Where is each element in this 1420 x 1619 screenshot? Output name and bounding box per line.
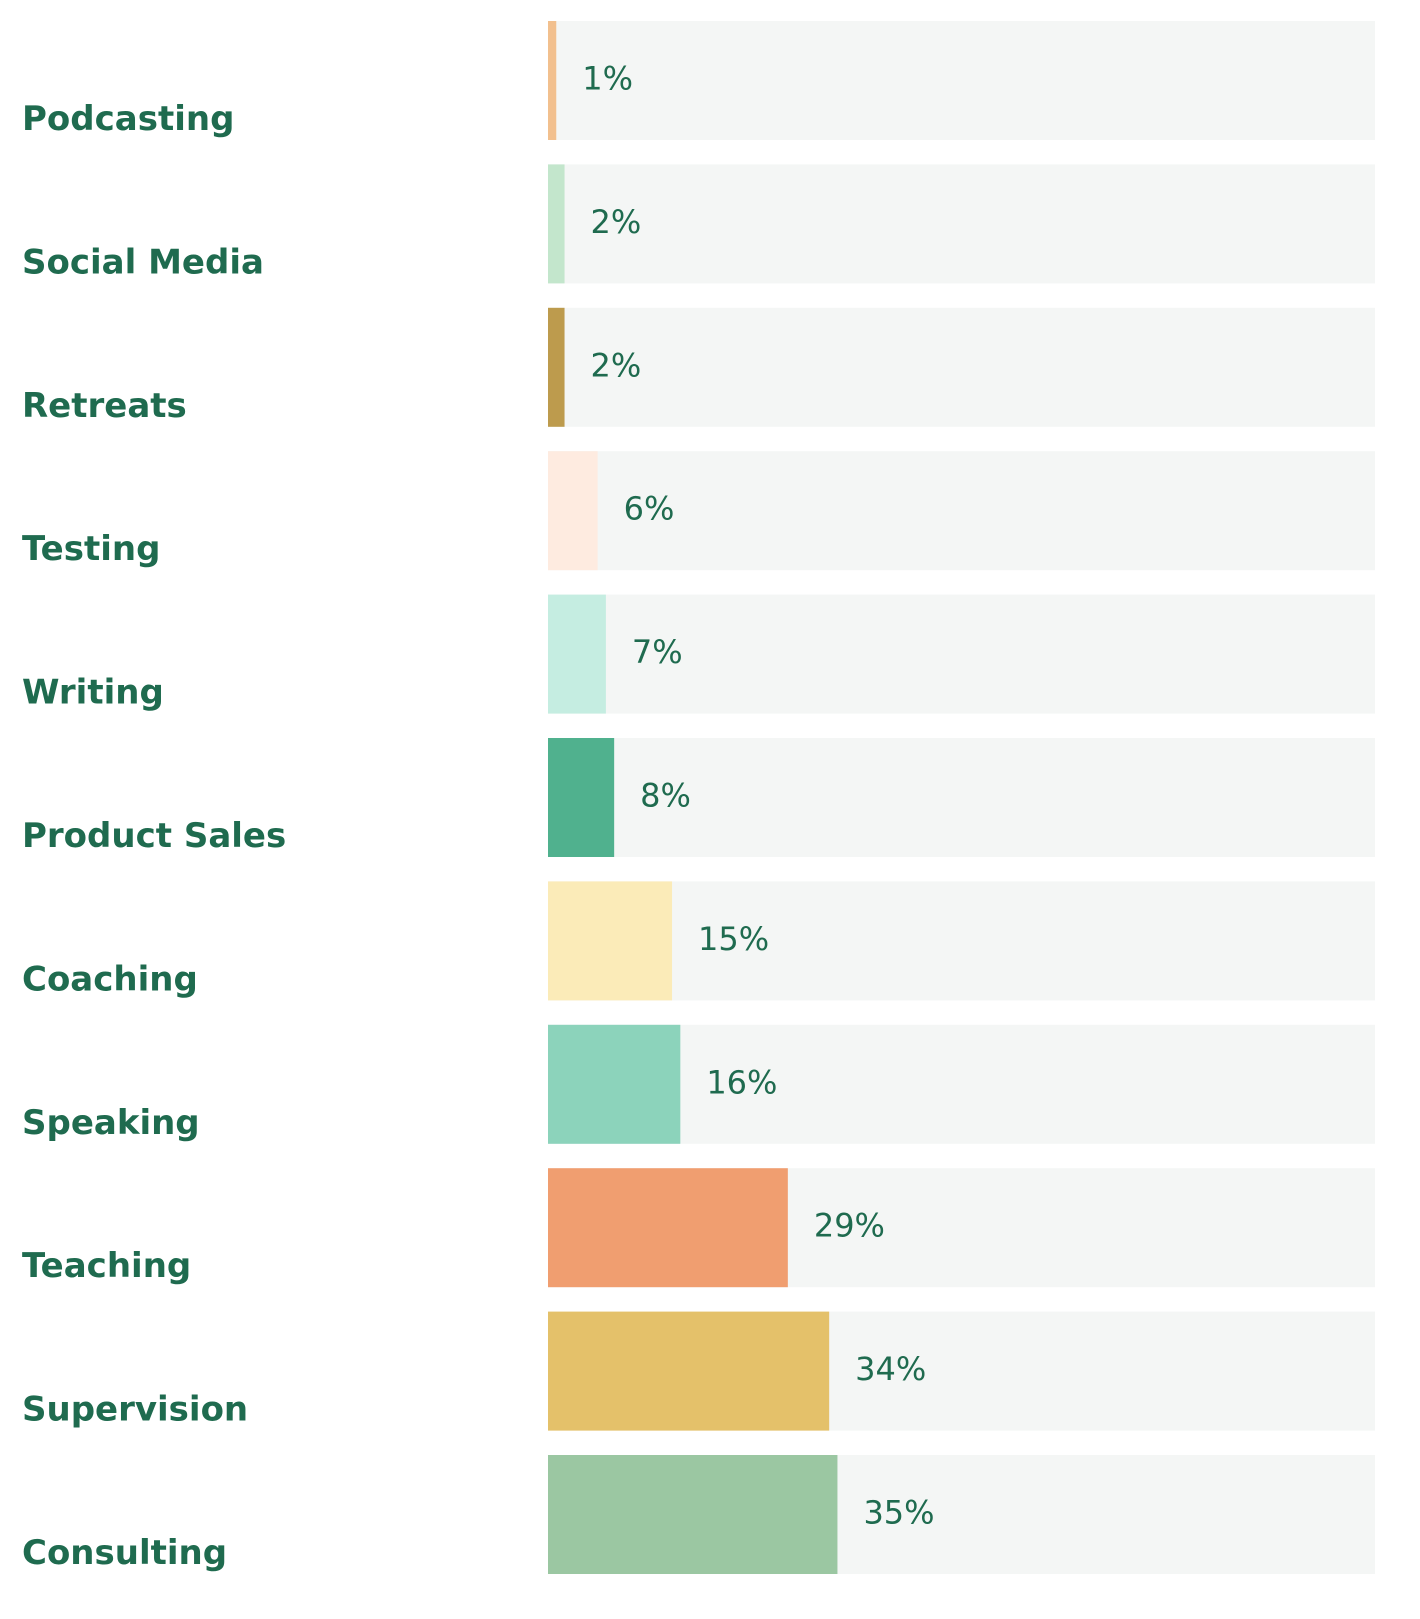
bar-track [548, 738, 1375, 857]
category-label: Social Media [22, 242, 264, 282]
bar [548, 1455, 838, 1574]
value-label: 34% [855, 1350, 926, 1388]
category-label: Coaching [22, 959, 198, 999]
bar [548, 21, 557, 140]
category-label: Teaching [22, 1246, 191, 1286]
category-label: Podcasting [22, 99, 234, 139]
bar-track [548, 881, 1375, 1001]
value-label: 16% [706, 1063, 777, 1101]
category-label: Supervision [22, 1390, 248, 1430]
value-label: 6% [624, 490, 675, 528]
bar [548, 738, 615, 857]
category-label: Speaking [22, 1103, 200, 1143]
bar [548, 881, 673, 1001]
bar [548, 164, 565, 284]
value-label: 8% [640, 777, 691, 815]
value-label: 29% [814, 1207, 885, 1245]
bar-track [548, 1024, 1375, 1144]
value-label: 15% [698, 920, 769, 958]
bar [548, 1168, 788, 1288]
category-label: Writing [22, 673, 164, 713]
value-label: 2% [591, 203, 642, 241]
value-label: 2% [591, 346, 642, 384]
bar [548, 1024, 681, 1144]
bar-track [548, 21, 1375, 140]
category-label: Testing [22, 529, 160, 569]
value-label: 1% [582, 60, 633, 98]
bar-track [548, 307, 1375, 427]
category-label: Consulting [22, 1533, 227, 1573]
bar-track [548, 164, 1375, 284]
category-label: Product Sales [22, 816, 286, 856]
bar-track [548, 594, 1375, 714]
value-label: 35% [863, 1494, 934, 1532]
bar [548, 451, 598, 571]
bar [548, 594, 606, 714]
bar-track [548, 451, 1375, 571]
bar [548, 1311, 830, 1431]
bar [548, 307, 565, 427]
value-label: 7% [632, 633, 683, 671]
category-label: Retreats [22, 386, 187, 426]
